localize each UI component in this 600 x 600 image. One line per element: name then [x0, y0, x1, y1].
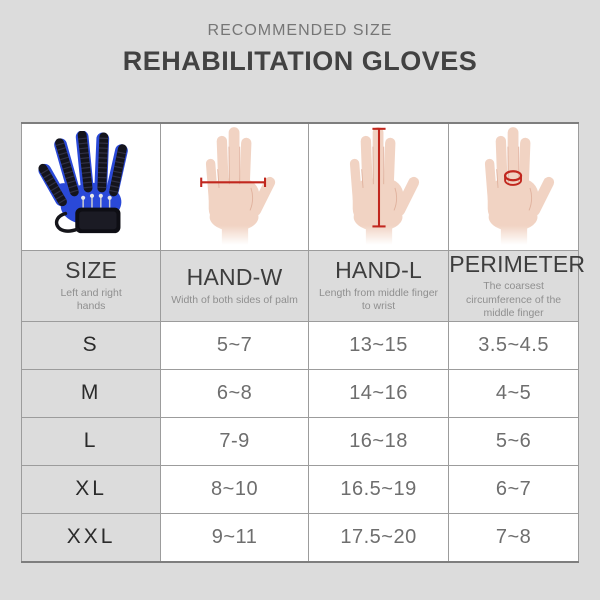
column-header-hand-l: HAND-L Length from middle finger to wris… — [307, 249, 450, 322]
hand-l-value: 16.5~19 — [307, 464, 450, 514]
middle-finger-circumference-diagram-icon — [449, 124, 578, 250]
hand-l-value: 16~18 — [307, 416, 450, 466]
hand-palm-width-diagram-icon — [161, 124, 308, 250]
finger-perimeter-cell — [448, 122, 579, 251]
table-row-xl: XL 8~10 16.5~19 6~7 — [20, 464, 579, 514]
recommended-size-eyebrow: RECOMMENDED SIZE — [207, 22, 393, 39]
column-header-perimeter: PERIMETER The coarsest circumference of … — [448, 249, 585, 322]
perimeter-value: 5~6 — [448, 416, 579, 466]
page-title: REHABILITATION GLOVES — [122, 46, 478, 77]
hand-w-value: 5~7 — [160, 320, 309, 370]
perimeter-value: 6~7 — [448, 464, 579, 514]
table-row-m: M 6~8 14~16 4~5 — [20, 368, 579, 418]
page-header: RECOMMENDED SIZE REHABILITATION GLOVES — [0, 0, 600, 78]
hand-w-value: 9~11 — [160, 512, 309, 563]
width-measure-line — [199, 177, 266, 187]
perimeter-value: 3.5~4.5 — [448, 320, 579, 370]
table-row-xxl: XXL 9~11 17.5~20 7~8 — [20, 512, 579, 563]
size-chart-table: SIZE Left and right hands HAND-W Width o… — [20, 121, 585, 563]
perimeter-value: 4~5 — [448, 368, 579, 418]
column-header-hand-w: HAND-W Width of both sides of palm — [160, 249, 309, 322]
size-label: S — [20, 320, 162, 370]
hand-l-value: 13~15 — [307, 320, 450, 370]
hand-w-value: 6~8 — [160, 368, 309, 418]
hand-l-value: 14~16 — [307, 368, 450, 418]
column-header-size: SIZE Left and right hands — [20, 249, 162, 322]
table-row-s: S 5~7 13~15 3.5~4.5 — [20, 320, 579, 370]
length-measure-line — [371, 127, 386, 228]
illustration-row — [20, 122, 579, 251]
table-row-l: L 7-9 16~18 5~6 — [20, 416, 579, 466]
glove-product-cell — [20, 122, 162, 251]
hand-width-cell — [160, 122, 309, 251]
hand-w-value: 8~10 — [160, 464, 309, 514]
circumference-ring — [503, 169, 522, 186]
hand-w-value: 7-9 — [160, 416, 309, 466]
hand-l-value: 17.5~20 — [307, 512, 450, 563]
size-label: M — [20, 368, 162, 418]
size-label: XL — [20, 464, 162, 514]
hand-length-diagram-icon — [309, 124, 448, 250]
hand-length-cell — [307, 122, 450, 251]
size-label: XXL — [20, 512, 162, 563]
column-header-row: SIZE Left and right hands HAND-W Width o… — [20, 249, 585, 322]
rehab-glove-photo-icon — [22, 124, 160, 250]
perimeter-value: 7~8 — [448, 512, 579, 563]
size-label: L — [20, 416, 162, 466]
